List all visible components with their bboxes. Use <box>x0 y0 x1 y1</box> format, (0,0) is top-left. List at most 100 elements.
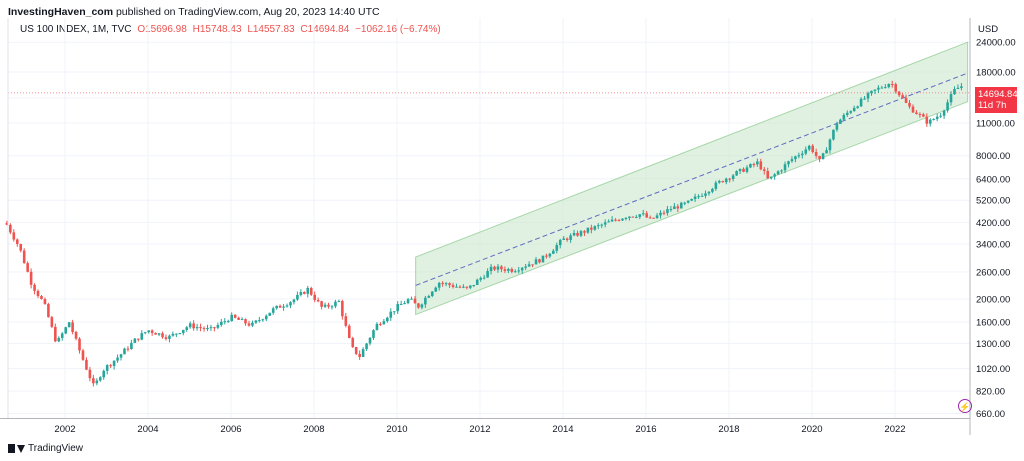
tradingview-logo-icon <box>8 444 25 453</box>
candle-up <box>773 174 776 177</box>
candle-down <box>213 327 216 329</box>
candle-up <box>424 297 427 305</box>
candle-up <box>268 312 272 316</box>
candle-up <box>299 292 303 295</box>
candle-down <box>493 266 496 270</box>
candle-down <box>313 294 316 300</box>
candle-up <box>479 277 482 280</box>
candle-up <box>724 178 728 183</box>
candle-up <box>486 271 489 278</box>
candle-up <box>714 182 718 189</box>
candle-up <box>133 338 137 343</box>
channel-midline <box>415 72 968 286</box>
candle-up <box>330 306 334 308</box>
candle-up <box>586 227 590 233</box>
candle-down <box>901 95 904 98</box>
candle-down <box>78 338 81 351</box>
candle-up <box>863 98 866 100</box>
candle-down <box>126 348 130 350</box>
x-tick-label: 2008 <box>303 424 324 435</box>
x-tick-label: 2016 <box>635 424 656 435</box>
high-value: H15748.43 <box>192 24 242 35</box>
candle-up <box>105 365 109 371</box>
candle-up <box>541 255 545 263</box>
author-name[interactable]: InvestingHaven_com <box>8 6 114 18</box>
candle-up <box>555 245 559 251</box>
candle-down <box>71 322 74 332</box>
y-tick-label: 2000.00 <box>976 294 1010 305</box>
last-price-tag: 14694.84 11d 7h <box>975 87 1018 113</box>
candle-up <box>821 153 825 160</box>
candle-down <box>154 332 157 335</box>
candle-down <box>645 213 648 218</box>
candle-up <box>275 305 278 309</box>
candle-down <box>40 296 43 300</box>
x-tick-label: 2004 <box>137 424 158 435</box>
candle-up <box>828 139 832 151</box>
candle-down <box>161 333 164 338</box>
candle-down <box>458 286 462 288</box>
symbol-name[interactable]: US 100 INDEX, 1M, TVC <box>20 24 132 35</box>
candle-down <box>590 227 593 230</box>
candle-down <box>81 350 85 360</box>
candle-up <box>482 277 486 279</box>
candle-down <box>465 286 469 288</box>
candle-up <box>704 193 707 196</box>
candle-down <box>85 359 88 370</box>
currency-label[interactable]: USD <box>978 24 999 35</box>
x-tick-label: 2002 <box>54 424 75 435</box>
candle-down <box>54 326 57 342</box>
candle-up <box>147 330 150 333</box>
candle-up <box>157 333 161 335</box>
candle-up <box>690 199 693 201</box>
candle-up <box>572 232 576 236</box>
candle-up <box>939 115 942 117</box>
x-tick-label: 2014 <box>552 424 573 435</box>
candle-up <box>264 315 268 320</box>
candle-up <box>942 110 946 116</box>
candle-up <box>60 333 64 338</box>
candle-up <box>216 325 220 328</box>
candle-up <box>434 287 438 292</box>
candle-up <box>455 286 458 288</box>
candle-down <box>303 292 306 294</box>
candle-up <box>406 299 410 304</box>
candle-down <box>344 316 348 326</box>
candle-up <box>112 360 116 366</box>
candle-down <box>15 239 19 244</box>
candle-up <box>873 89 877 91</box>
candle-up <box>507 268 510 271</box>
candle-up <box>230 314 233 322</box>
candle-down <box>164 337 168 339</box>
publish-header: InvestingHaven_com published on TradingV… <box>8 6 380 18</box>
candle-up <box>143 332 147 334</box>
candle-down <box>911 106 915 113</box>
x-tick-label: 2006 <box>220 424 241 435</box>
candle-up <box>794 156 797 160</box>
x-tick-label: 2018 <box>718 424 739 435</box>
candle-up <box>223 321 227 323</box>
candle-down <box>894 84 897 92</box>
candle-up <box>261 319 265 321</box>
lightning-icon[interactable]: ⚡ <box>958 399 972 413</box>
candle-up <box>887 84 891 88</box>
candle-down <box>752 164 756 166</box>
candle-up <box>607 221 610 223</box>
candle-up <box>209 327 213 329</box>
candle-up <box>306 287 310 294</box>
candle-up <box>825 150 828 154</box>
y-tick-label: 3400.00 <box>976 240 1010 251</box>
candle-down <box>341 301 344 317</box>
candle-up <box>396 304 399 312</box>
candle-down <box>451 285 455 287</box>
candle-up <box>880 87 884 89</box>
candle-up <box>960 86 963 88</box>
candle-up <box>57 337 61 342</box>
candle-up <box>832 129 835 140</box>
candle-up <box>334 301 337 307</box>
candle-down <box>347 325 351 339</box>
candle-up <box>932 119 936 121</box>
candle-up <box>852 107 856 112</box>
candle-up <box>928 119 932 124</box>
